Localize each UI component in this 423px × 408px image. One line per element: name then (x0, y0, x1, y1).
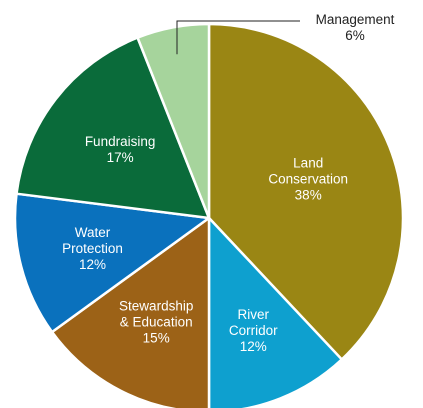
pie-slice-stewardship-and-education (50, 216, 211, 408)
slice-label-management: Management 6% (316, 12, 395, 43)
pie-slice-fundraising (15, 36, 211, 220)
slice-label-stewardship-and-education: Stewardship & Education 15% (119, 299, 193, 346)
slice-label-water-protection: Water Protection 12% (62, 225, 123, 272)
pie-slice-land-conservation (207, 22, 405, 361)
pie-slice-river-corridor (207, 216, 344, 408)
slice-label-fundraising: Fundraising 17% (85, 134, 156, 165)
slice-label-land-conservation: Land Conservation 38% (268, 156, 348, 203)
slice-label-river-corridor: River Corridor 12% (229, 307, 278, 354)
pie-slice-water-protection (13, 192, 211, 334)
leader-line-management (176, 20, 300, 55)
pie-slice-management (136, 22, 211, 220)
